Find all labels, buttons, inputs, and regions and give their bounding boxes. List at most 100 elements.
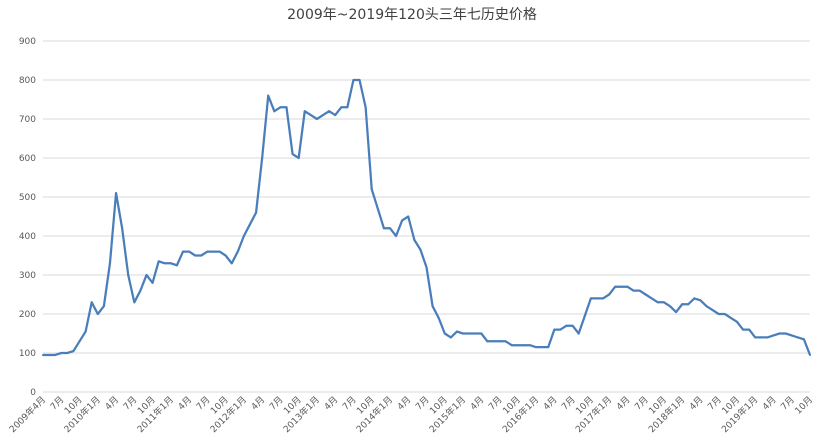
data-point: [248, 223, 251, 226]
data-point: [528, 344, 531, 347]
data-point: [133, 301, 136, 304]
data-point: [754, 336, 757, 339]
data-point: [790, 334, 793, 337]
data-point: [443, 332, 446, 335]
x-tick-label: 4月: [322, 394, 340, 412]
gridlines: [43, 40, 810, 393]
data-point: [303, 110, 306, 113]
y-tick-label: 900: [19, 37, 36, 47]
data-point: [650, 297, 653, 300]
data-point: [541, 346, 544, 349]
data-point: [255, 211, 258, 214]
data-point: [644, 293, 647, 296]
data-point: [510, 344, 513, 347]
data-point: [583, 314, 586, 317]
data-point: [413, 238, 416, 241]
data-point: [784, 332, 787, 335]
data-point: [742, 328, 745, 331]
data-point: [723, 313, 726, 315]
data-point: [668, 305, 671, 308]
data-point: [72, 350, 75, 353]
data-point: [285, 106, 288, 109]
data-point: [42, 353, 44, 356]
data-point: [614, 285, 617, 288]
data-point: [595, 297, 598, 300]
data-point: [589, 297, 592, 300]
y-tick-label: 300: [19, 271, 36, 281]
data-point: [382, 227, 385, 230]
data-point: [60, 352, 63, 354]
data-point: [535, 346, 538, 349]
data-point: [602, 297, 605, 300]
data-point: [735, 320, 738, 323]
series-layer: [42, 78, 812, 357]
data-point: [230, 262, 233, 265]
data-point: [102, 305, 105, 308]
data-point: [157, 260, 160, 263]
y-tick-label: 600: [19, 154, 36, 164]
data-point: [711, 309, 714, 312]
data-point: [662, 301, 665, 304]
data-point: [108, 262, 111, 265]
data-point: [352, 79, 355, 81]
data-point: [449, 336, 452, 339]
data-point: [236, 250, 239, 253]
data-point: [334, 114, 337, 117]
data-point: [474, 332, 477, 335]
data-point: [376, 207, 379, 210]
data-point: [480, 332, 483, 335]
x-tick-label: 4月: [468, 394, 486, 412]
data-point: [242, 235, 245, 237]
x-tick-label: 10月: [793, 394, 815, 416]
data-point: [571, 324, 574, 327]
data-point: [309, 114, 312, 117]
chart-title: 2009年~2019年120头三年七历史价格: [287, 7, 537, 23]
data-point: [200, 254, 203, 257]
data-point: [462, 332, 465, 335]
data-point: [145, 274, 148, 276]
data-point: [139, 289, 142, 292]
data-point: [547, 346, 550, 349]
data-point: [121, 227, 124, 230]
data-point: [437, 316, 440, 319]
y-tick-label: 400: [19, 232, 36, 242]
data-point: [291, 153, 294, 156]
data-point: [699, 299, 702, 302]
data-point: [729, 316, 732, 319]
data-point: [96, 313, 99, 315]
data-point: [273, 110, 276, 113]
data-point: [760, 336, 763, 339]
data-point: [675, 311, 678, 314]
data-point: [498, 340, 501, 343]
data-point: [315, 118, 318, 120]
data-point: [48, 353, 51, 356]
data-point: [163, 262, 166, 265]
data-point: [705, 305, 708, 308]
data-point: [425, 266, 428, 269]
x-tick-label: 4月: [176, 394, 194, 412]
data-point: [516, 344, 519, 347]
data-point: [328, 110, 331, 113]
data-point: [370, 188, 373, 191]
data-point: [559, 328, 562, 331]
x-tick-label: 4月: [687, 394, 705, 412]
data-point: [169, 262, 172, 265]
x-tick-label: 4月: [614, 394, 632, 412]
data-point: [358, 79, 361, 81]
data-point: [638, 289, 641, 292]
y-tick-label: 500: [19, 193, 36, 203]
data-point: [553, 328, 556, 331]
data-point: [212, 250, 215, 253]
data-point: [778, 332, 781, 335]
data-point: [693, 297, 696, 300]
data-point: [468, 332, 471, 335]
data-point: [681, 303, 684, 306]
data-point: [206, 250, 209, 253]
x-tick-label: 4月: [395, 394, 413, 412]
data-point: [492, 340, 495, 343]
y-tick-label: 0: [30, 388, 36, 398]
data-point: [151, 281, 154, 284]
y-tick-label: 700: [19, 115, 36, 125]
